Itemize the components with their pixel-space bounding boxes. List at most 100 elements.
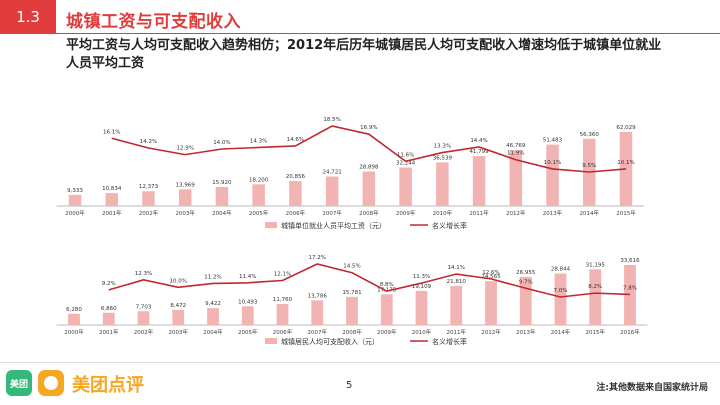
wage-bar-label: 13,969 [176,182,196,188]
dianping-logo-icon [38,370,64,396]
income-bar [380,294,393,325]
wage-tick-label: 2009年 [396,209,416,217]
wage-growth-label: 14.2% [140,139,157,145]
income-tick-label: 2005年 [238,328,258,336]
footer-divider [0,362,720,363]
income-bar [624,265,636,325]
wage-tick-label: 2006年 [286,209,306,217]
wage-tick-label: 2000年 [65,209,85,217]
wage-bar [142,191,155,206]
income-bar [311,300,324,325]
wage-bar-label: 12,373 [139,184,159,190]
wage-chart: 9,333 2000年 10,834 2001年 12,373 2002年 13,969 20… [0,100,720,250]
wage-bar-label: 10,834 [102,186,122,192]
income-tick-label: 2013年 [516,328,536,336]
income-bar [519,276,532,325]
wage-bar [399,167,412,206]
wage-growth-label: 16.1% [103,129,120,135]
wage-bar-label: 46,769 [506,143,526,149]
wage-tick-label: 2015年 [616,209,636,217]
income-bar-label: 13,786 [308,293,328,299]
title-divider [56,33,720,34]
income-growth-label: 12.3% [135,271,152,277]
income-bar [415,290,428,325]
wage-tick-label: 2008年 [359,209,379,217]
income-growth-label: 11.2% [204,274,221,280]
wage-bar-label: 15,920 [212,180,232,186]
income-growth-label: 11.3% [413,274,430,280]
page-subtitle: 平均工资与人均可支配收入趋势相仿；2012年后历年城镇居民人均可支配收入增速均低… [66,38,662,71]
wage-tick-label: 2003年 [175,209,195,217]
income-tick-label: 2007年 [308,328,328,336]
wage-chart-svg: 9,333 2000年 10,834 2001年 12,373 2002年 13,969 20… [56,117,645,230]
income-legend-bar-label: 城镇居民人均可支配收入（元） [281,337,379,346]
income-tick-label: 2015年 [586,328,606,336]
income-bar-label: 26,955 [516,270,536,276]
income-tick-label: 2004年 [203,328,223,336]
wage-bar [472,156,486,206]
brand-name: 美团点评 [72,375,144,396]
income-growth-label: 8.2% [588,284,602,290]
wage-bar-label: 24,721 [323,170,342,176]
income-tick-label: 2000年 [64,328,84,336]
wage-growth-label: 10.1% [544,160,561,166]
wage-bar [325,176,339,206]
wage-bar [105,193,118,206]
income-growth-label: 9.2% [102,281,116,287]
wage-bar-label: 20,856 [286,174,306,180]
income-bar-label: 6,860 [101,306,117,312]
income-bar-label: 21,810 [447,279,467,285]
income-chart: 6,280 2000年 6,860 2001年 7,703 2002年 8,472 2003年… [0,250,720,355]
income-legend-line-label: 名义增长率 [432,337,467,346]
source-footnote: 注:其他数据来自国家统计局 [596,383,708,393]
wage-tick-label: 2014年 [580,209,600,217]
income-bar-label: 33,616 [620,258,640,264]
wage-growth-label: 9.5% [582,163,596,169]
wage-bar-label: 36,539 [433,155,453,161]
income-legend-bar-swatch [265,338,277,344]
income-bar [68,313,80,325]
income-growth-label: 9.7% [519,279,533,285]
wage-tick-label: 2002年 [139,209,159,217]
wage-tick-label: 2004年 [212,209,232,217]
income-tick-label: 2016年 [620,328,640,336]
income-tick-label: 2002年 [134,328,154,336]
income-bar [554,273,567,325]
wage-tick-label: 2011年 [469,209,489,217]
wage-tick-label: 2007年 [322,209,342,217]
wage-bar-label: 51,483 [543,138,563,144]
income-bar [172,309,185,325]
income-growth-label: 11.4% [239,274,256,280]
income-tick-label: 2011年 [447,328,467,336]
wage-growth-label: 14.6% [287,137,304,143]
wage-bar [252,184,265,206]
income-growth-label: 12.1% [274,272,291,278]
income-bar-label: 11,760 [273,297,293,303]
income-bar-label: 28,844 [551,267,571,273]
income-bar-label: 19,109 [412,284,432,290]
wage-growth-label: 14.4% [470,138,487,144]
wage-bar-label: 28,898 [359,165,379,171]
wage-tick-label: 2005年 [249,209,269,217]
wage-growth-label: 14.0% [213,140,230,146]
meituan-logo-badge: 美团 [6,370,32,396]
income-bar [137,311,150,325]
income-bar [589,269,602,325]
income-bar-label: 6,280 [66,307,82,313]
income-bar-label: 15,781 [342,290,361,296]
wage-legend-bar-swatch [265,222,277,228]
wage-bar-label: 62,029 [616,125,636,131]
income-bar-label: 9,422 [205,301,221,307]
wage-bar [362,171,376,206]
wage-bar-label: 18,200 [249,177,269,183]
income-bar-label: 8,472 [170,303,186,309]
income-bar [346,296,358,325]
wage-growth-label: 14.3% [250,138,267,144]
income-bar [241,306,254,325]
wage-bar-label: 41,799 [469,149,489,155]
wage-growth-label: 13.3% [434,144,451,150]
income-tick-label: 2001年 [99,328,119,336]
wage-bar [215,187,229,206]
income-bar-label: 7,703 [136,304,152,310]
income-bar [276,304,289,325]
